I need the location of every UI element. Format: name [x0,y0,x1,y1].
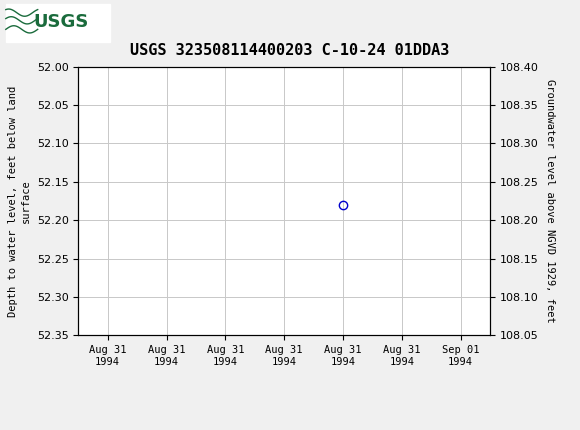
Y-axis label: Groundwater level above NGVD 1929, feet: Groundwater level above NGVD 1929, feet [545,79,556,323]
Y-axis label: Depth to water level, feet below land
surface: Depth to water level, feet below land su… [8,86,31,316]
Text: USGS: USGS [33,12,89,31]
Text: USGS 323508114400203 C-10-24 01DDA3: USGS 323508114400203 C-10-24 01DDA3 [130,43,450,58]
Bar [6,3,110,42]
Legend: Period of approved data: Period of approved data [200,429,368,430]
